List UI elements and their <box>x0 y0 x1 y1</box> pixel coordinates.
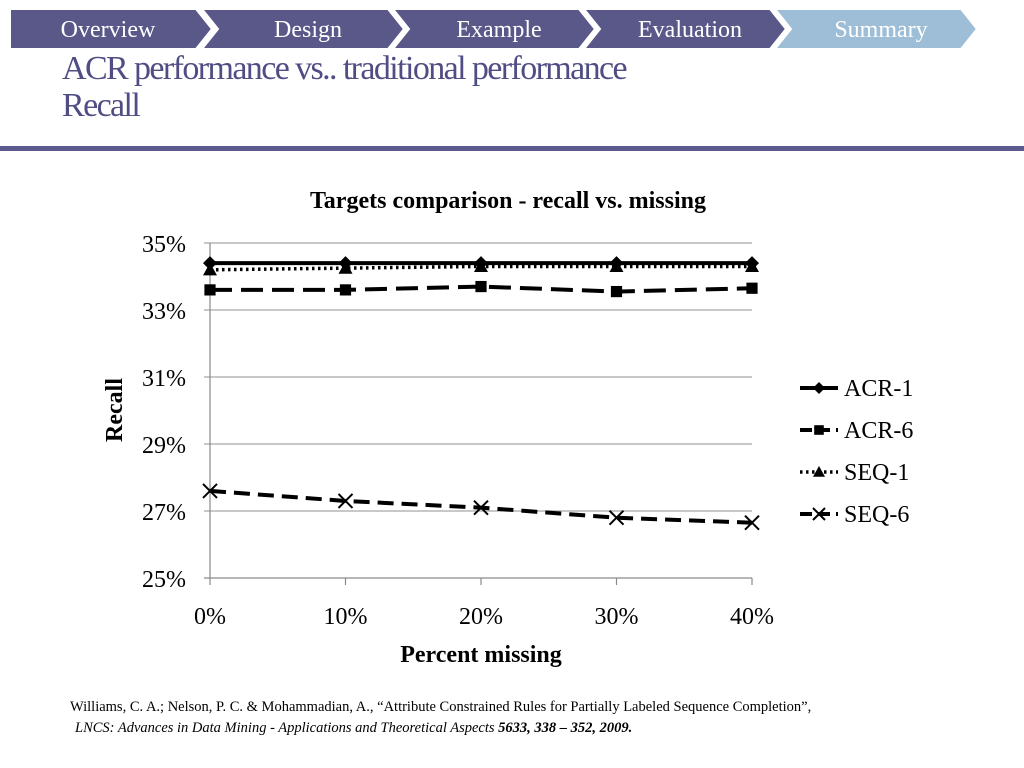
citation: Williams, C. A.; Nelson, P. C. & Mohamma… <box>70 697 1010 739</box>
chart-title: Targets comparison - recall vs. missing <box>310 188 706 214</box>
chart-legend: ACR-1 ACR-6 SEQ-1 SEQ-6 <box>800 376 913 528</box>
data-point-seq-1 <box>609 259 624 273</box>
data-point-seq-6 <box>202 483 218 499</box>
slide-title-line-1: ACR performance vs.. traditional perform… <box>62 50 628 87</box>
citation-line-2: LNCS: Advances in Data Mining - Applicat… <box>70 718 1010 739</box>
y-tick-label: 25% <box>142 567 186 593</box>
data-point-seq-6 <box>473 499 489 516</box>
tab-example-label[interactable]: Example <box>456 17 541 43</box>
y-tick-label: 35% <box>142 232 186 258</box>
tab-example[interactable]: Example <box>390 8 597 50</box>
citation-source: LNCS: Advances in Data Mining - Applicat… <box>75 720 499 736</box>
tab-design-label[interactable]: Design <box>274 17 342 43</box>
x-tick-label: 40% <box>730 604 774 630</box>
data-point-seq-6 <box>744 515 760 531</box>
data-point-acr-6 <box>746 282 758 294</box>
tab-evaluation-shape[interactable] <box>581 8 788 50</box>
data-point-acr-6 <box>610 285 623 298</box>
legend-item-acr-6: ACR-6 <box>800 418 913 444</box>
tab-summary-shape[interactable] <box>772 8 979 50</box>
x-axis-label: Percent missing <box>400 642 562 668</box>
legend-label-acr-1: ACR-1 <box>844 376 913 402</box>
data-point-seq-6 <box>608 509 625 526</box>
tab-summary-label[interactable]: Summary <box>834 17 927 43</box>
legend-marker-acr-1 <box>813 382 825 394</box>
series-acr-6 <box>204 280 758 298</box>
data-point-seq-1 <box>474 259 488 273</box>
data-point-seq-1 <box>745 259 759 273</box>
tab-evaluation-label[interactable]: Evaluation <box>638 17 742 43</box>
data-point-seq-1 <box>338 261 353 274</box>
y-tick-label: 33% <box>142 299 186 325</box>
tab-summary[interactable]: Summary <box>772 8 979 50</box>
title-divider <box>0 146 1024 151</box>
tab-overview-shape[interactable] <box>9 8 214 50</box>
tab-design[interactable]: Design <box>199 8 406 50</box>
slide-title-line-2: Recall <box>62 87 141 124</box>
x-tick-label: 20% <box>459 604 503 630</box>
x-tick-label: 0% <box>194 604 226 630</box>
section-navigation: Overview Design Example Evaluation Summary <box>9 8 979 50</box>
legend-item-seq-1: SEQ-1 <box>800 460 909 486</box>
data-point-seq-1 <box>203 262 217 276</box>
x-tick-label: 10% <box>324 604 368 630</box>
y-axis-label: Recall <box>102 378 128 442</box>
tab-example-shape[interactable] <box>390 8 597 50</box>
y-tick-label: 31% <box>142 366 186 392</box>
legend-marker-acr-6 <box>814 425 824 435</box>
tab-evaluation[interactable]: Evaluation <box>581 8 788 50</box>
recall-line-chart: Targets comparison - recall vs. missing 2… <box>102 188 913 668</box>
data-point-acr-6 <box>339 284 352 296</box>
legend-label-seq-1: SEQ-1 <box>844 460 909 486</box>
legend-label-acr-6: ACR-6 <box>844 418 913 444</box>
tab-design-shape[interactable] <box>199 8 406 50</box>
y-tick-label: 27% <box>142 500 186 526</box>
citation-volume: 5633, 338 – 352, 2009. <box>498 720 633 736</box>
series-seq-6 <box>202 483 760 531</box>
legend-label-seq-6: SEQ-6 <box>844 502 909 528</box>
y-tick-label: 29% <box>142 433 186 459</box>
data-point-acr-6 <box>204 284 216 296</box>
legend-item-acr-1: ACR-1 <box>800 376 913 402</box>
data-point-acr-6 <box>475 280 487 293</box>
series-acr-6-line <box>210 284 753 294</box>
slide-title: ACR performance vs.. traditional perform… <box>62 50 628 124</box>
tab-overview-label[interactable]: Overview <box>61 17 156 43</box>
legend-marker-seq-6 <box>812 507 826 521</box>
data-point-seq-6 <box>337 493 354 509</box>
series-seq-1 <box>203 259 759 276</box>
x-tick-label: 30% <box>595 604 639 630</box>
tab-overview[interactable]: Overview <box>9 8 214 50</box>
citation-line-1: Williams, C. A.; Nelson, P. C. & Mohamma… <box>70 699 812 715</box>
legend-marker-seq-1 <box>813 466 825 477</box>
legend-item-seq-6: SEQ-6 <box>800 502 909 528</box>
